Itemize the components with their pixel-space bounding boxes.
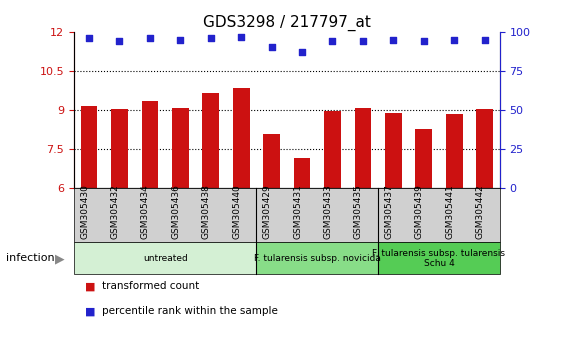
- Text: transformed count: transformed count: [102, 281, 199, 291]
- Bar: [324, 111, 341, 188]
- Text: GSM305438: GSM305438: [202, 184, 211, 239]
- Bar: [111, 109, 128, 188]
- Text: GSM305431: GSM305431: [293, 184, 302, 239]
- Text: GSM305439: GSM305439: [415, 184, 424, 239]
- Text: infection: infection: [6, 253, 55, 263]
- Point: [358, 38, 367, 44]
- Bar: [233, 88, 249, 188]
- Bar: [354, 108, 371, 188]
- Bar: [263, 135, 280, 188]
- Point: [206, 35, 215, 41]
- Bar: [202, 93, 219, 188]
- Text: ■: ■: [85, 306, 95, 316]
- Text: ▶: ▶: [55, 252, 64, 265]
- Text: ■: ■: [85, 281, 95, 291]
- Text: GSM305442: GSM305442: [475, 184, 485, 239]
- Point: [389, 37, 398, 42]
- Point: [237, 34, 246, 39]
- Point: [176, 37, 185, 42]
- Point: [298, 49, 307, 55]
- Bar: [81, 106, 98, 188]
- Bar: [446, 114, 462, 188]
- Point: [145, 35, 154, 41]
- Bar: [294, 158, 311, 188]
- Text: GSM305440: GSM305440: [232, 184, 241, 239]
- Text: GSM305434: GSM305434: [141, 184, 150, 239]
- Bar: [415, 129, 432, 188]
- Text: GSM305435: GSM305435: [354, 184, 363, 239]
- Point: [419, 38, 428, 44]
- Text: untreated: untreated: [143, 254, 187, 263]
- Text: GSM305429: GSM305429: [262, 184, 272, 239]
- Point: [267, 45, 276, 50]
- Text: GSM305430: GSM305430: [80, 184, 89, 239]
- Text: GSM305433: GSM305433: [324, 184, 332, 239]
- Text: GSM305437: GSM305437: [385, 184, 393, 239]
- Text: GSM305436: GSM305436: [172, 184, 181, 239]
- Bar: [141, 101, 158, 188]
- Bar: [172, 108, 189, 188]
- Text: percentile rank within the sample: percentile rank within the sample: [102, 306, 278, 316]
- Bar: [476, 109, 493, 188]
- Point: [450, 37, 459, 42]
- Text: GSM305441: GSM305441: [445, 184, 454, 239]
- Bar: [385, 113, 402, 188]
- Text: F. tularensis subsp. tularensis
Schu 4: F. tularensis subsp. tularensis Schu 4: [373, 249, 506, 268]
- Text: F. tularensis subsp. novicida: F. tularensis subsp. novicida: [254, 254, 381, 263]
- Point: [328, 38, 337, 44]
- Text: GSM305432: GSM305432: [111, 184, 119, 239]
- Point: [85, 35, 94, 41]
- Title: GDS3298 / 217797_at: GDS3298 / 217797_at: [203, 14, 371, 30]
- Point: [115, 38, 124, 44]
- Point: [480, 37, 489, 42]
